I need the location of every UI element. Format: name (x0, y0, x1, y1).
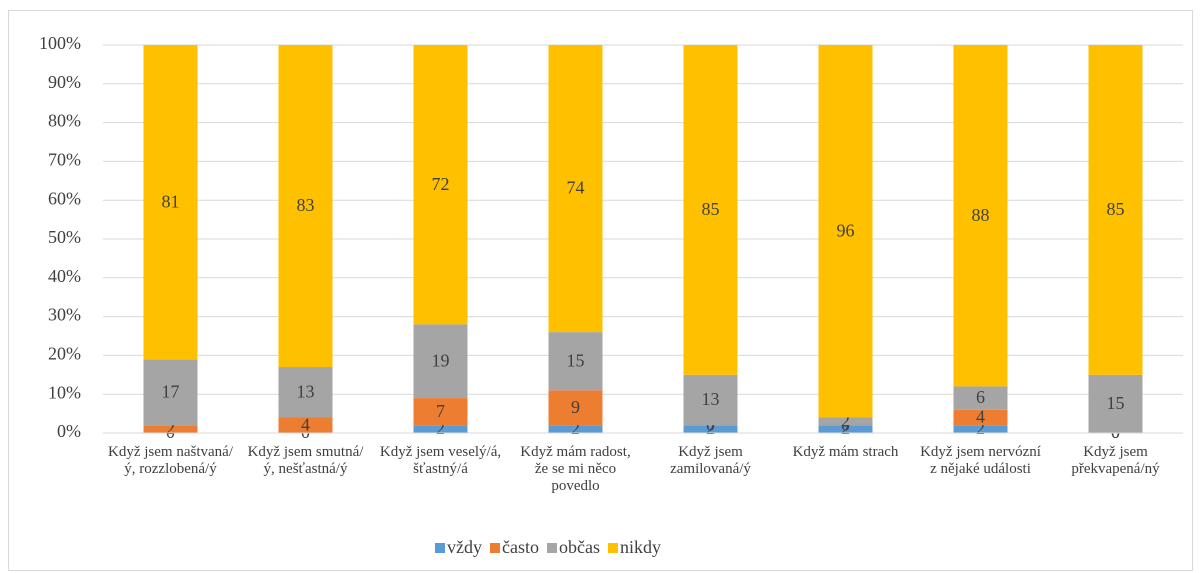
bar-segment (143, 45, 198, 360)
data-label: 2 (841, 418, 850, 438)
bar-segment (683, 374, 738, 426)
data-label: 96 (837, 220, 855, 240)
x-tick-label: Když jsem nervózní z nějaké události (920, 444, 1041, 477)
y-tick-label: 90% (48, 72, 81, 92)
data-label: 19 (432, 350, 450, 370)
data-label: 72 (432, 174, 450, 194)
y-tick-label: 80% (48, 111, 81, 131)
x-tick-label: Když mám radost, že se mi něco povedlo (520, 444, 631, 494)
bar-segment (278, 45, 333, 368)
data-label: 2 (706, 418, 715, 438)
data-label: 2 (571, 418, 580, 438)
bar-segment (683, 45, 738, 375)
bar-segment (413, 425, 468, 433)
x-tick-label: Když jsem veselý/á, šťastný/á (379, 444, 502, 477)
data-label: 4 (976, 407, 985, 427)
bar-segment (818, 417, 873, 426)
legend-label: nikdy (620, 537, 661, 557)
bar-segment (548, 425, 603, 433)
data-label: 6 (976, 387, 985, 407)
legend-label: často (502, 537, 539, 557)
data-label: 88 (972, 205, 990, 225)
data-label: 2 (166, 418, 175, 438)
bar-segment (278, 367, 333, 418)
x-tick-label: Když jsem překvapená/ný (1071, 444, 1160, 477)
x-tick-label: Když mám strach (792, 444, 899, 460)
y-tick-label: 30% (48, 305, 81, 325)
y-tick-label: 60% (48, 188, 81, 208)
bar-segment (818, 425, 873, 433)
data-label: 15 (567, 350, 585, 370)
bar-segment (1088, 374, 1143, 433)
bar-segment (548, 390, 603, 426)
legend-label: vždy (447, 537, 482, 557)
data-label: 17 (162, 381, 180, 401)
data-label: 9 (571, 397, 580, 417)
legend-swatch (490, 543, 500, 553)
data-label: 81 (162, 191, 180, 211)
data-label: 85 (702, 199, 720, 219)
y-tick-label: 100% (39, 33, 81, 53)
bar-segment (1088, 45, 1143, 375)
y-tick-label: 0% (57, 421, 81, 441)
bar-segment (953, 409, 1008, 426)
y-tick-label: 50% (48, 227, 81, 247)
bar-segment (683, 425, 738, 433)
legend-swatch (435, 543, 445, 553)
x-tick-label: Když jsem zamilovaná/ý (670, 444, 751, 477)
legend-swatch (546, 543, 557, 553)
bar-segment (278, 417, 333, 433)
data-label: 7 (436, 401, 445, 421)
bar-segment (413, 45, 468, 325)
data-label: 74 (567, 178, 585, 198)
data-label: 2 (976, 418, 985, 438)
data-label: 2 (436, 418, 445, 438)
bar-segment (953, 386, 1008, 410)
bar-segment (818, 45, 873, 418)
data-label: 85 (1107, 199, 1125, 219)
bar-segment (413, 398, 468, 426)
data-label: 15 (1107, 393, 1125, 413)
bar-segment (548, 45, 603, 333)
data-label: 13 (702, 389, 720, 409)
bar-segment (143, 359, 198, 426)
bar-segment (953, 45, 1008, 387)
x-tick-label: Když jsem smutná/ý, nešťastná/ý (247, 444, 364, 477)
y-tick-label: 70% (48, 150, 81, 170)
bar-segment (143, 425, 198, 433)
data-label: 83 (297, 195, 315, 215)
bar-segment (548, 332, 603, 391)
legend-label: občas (559, 537, 600, 557)
y-tick-label: 20% (48, 344, 81, 364)
bar-segment (953, 425, 1008, 433)
legend-swatch (607, 543, 618, 553)
data-label: 2 (841, 410, 850, 430)
x-tick-label: Když jsem naštvaná/ý, rozzlobená/ý (108, 444, 233, 477)
bar-segment (413, 324, 468, 399)
y-tick-label: 10% (48, 382, 81, 402)
y-tick-label: 40% (48, 266, 81, 286)
data-label: 13 (297, 381, 315, 401)
data-label: 4 (301, 414, 310, 434)
